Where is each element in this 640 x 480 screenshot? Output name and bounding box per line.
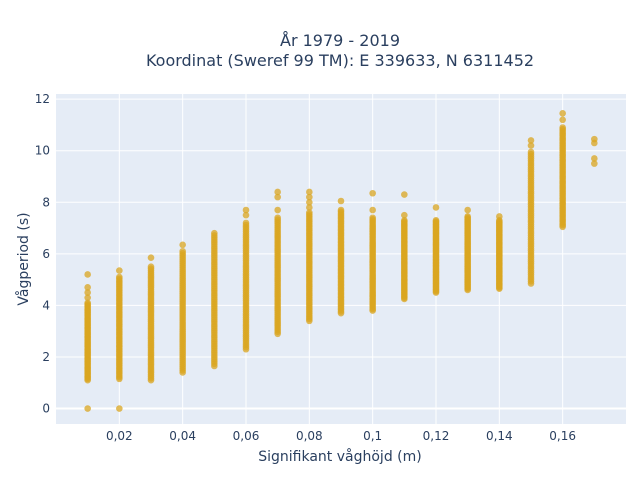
y-tick-label: 2 [42, 350, 50, 364]
data-point [591, 155, 598, 162]
data-point [401, 191, 408, 198]
data-point [306, 188, 313, 196]
data-point [179, 247, 186, 255]
x-tick-label: 0,16 [549, 429, 576, 443]
data-point [242, 211, 250, 219]
data-point [401, 217, 408, 224]
data-point [116, 405, 123, 412]
data-point [242, 206, 250, 214]
data-points [84, 110, 598, 412]
data-point [591, 160, 598, 167]
data-point [179, 241, 186, 249]
data-point [337, 206, 345, 214]
x-tick-label: 0,02 [106, 429, 133, 443]
data-point [116, 273, 123, 281]
data-point [369, 214, 376, 222]
data-point [306, 209, 313, 216]
chart-title-line2: Koordinat (Sweref 99 TM): E 339633, N 63… [146, 51, 534, 70]
data-point [464, 213, 471, 220]
data-point [116, 267, 123, 274]
data-point [306, 198, 313, 206]
data-point [559, 116, 566, 124]
data-point [559, 124, 566, 131]
y-tick-label: 4 [42, 298, 50, 312]
data-point [306, 204, 313, 211]
data-point [432, 217, 440, 224]
tick-labels: 0 2 4 6 8 10 12 0,02 0,04 0,06 0,08 0,1 0,12 0,14 0,16 [35, 92, 576, 443]
data-point [527, 137, 535, 144]
data-point [527, 142, 535, 149]
data-point [337, 197, 345, 205]
y-tick-label: 8 [42, 195, 50, 209]
data-point [306, 193, 313, 201]
data-point [274, 193, 281, 201]
chart-title-line1: År 1979 - 2019 [280, 31, 400, 50]
data-point [84, 405, 91, 412]
data-point [274, 188, 281, 196]
x-tick-label: 0,04 [169, 429, 196, 443]
data-point [84, 294, 91, 301]
data-point [464, 206, 471, 214]
data-point [369, 206, 376, 214]
x-tick-label: 0,1 [363, 429, 382, 443]
y-tick-label: 10 [35, 144, 50, 158]
y-tick-label: 0 [42, 402, 50, 416]
data-point [496, 213, 503, 220]
x-axis-title: Signifikant våghöjd (m) [258, 448, 421, 465]
x-tick-label: 0,06 [233, 429, 260, 443]
data-point [432, 204, 440, 211]
data-point [84, 299, 91, 307]
data-point [401, 211, 408, 219]
data-point [274, 206, 281, 214]
data-point [84, 284, 91, 291]
y-tick-label: 6 [42, 247, 50, 261]
data-point [211, 229, 218, 237]
data-point [84, 271, 91, 278]
x-tick-label: 0,14 [486, 429, 513, 443]
data-point [527, 148, 535, 156]
data-point [369, 189, 376, 197]
data-point [559, 110, 566, 117]
data-point [274, 214, 281, 222]
y-axis-title: Vågperiod (s) [15, 212, 32, 305]
data-point [147, 263, 155, 271]
data-point [84, 289, 91, 296]
x-tick-label: 0,12 [423, 429, 450, 443]
y-tick-label: 12 [35, 92, 50, 106]
data-point [591, 135, 598, 143]
data-point [242, 219, 250, 227]
x-tick-label: 0,08 [296, 429, 323, 443]
data-point [147, 254, 155, 262]
